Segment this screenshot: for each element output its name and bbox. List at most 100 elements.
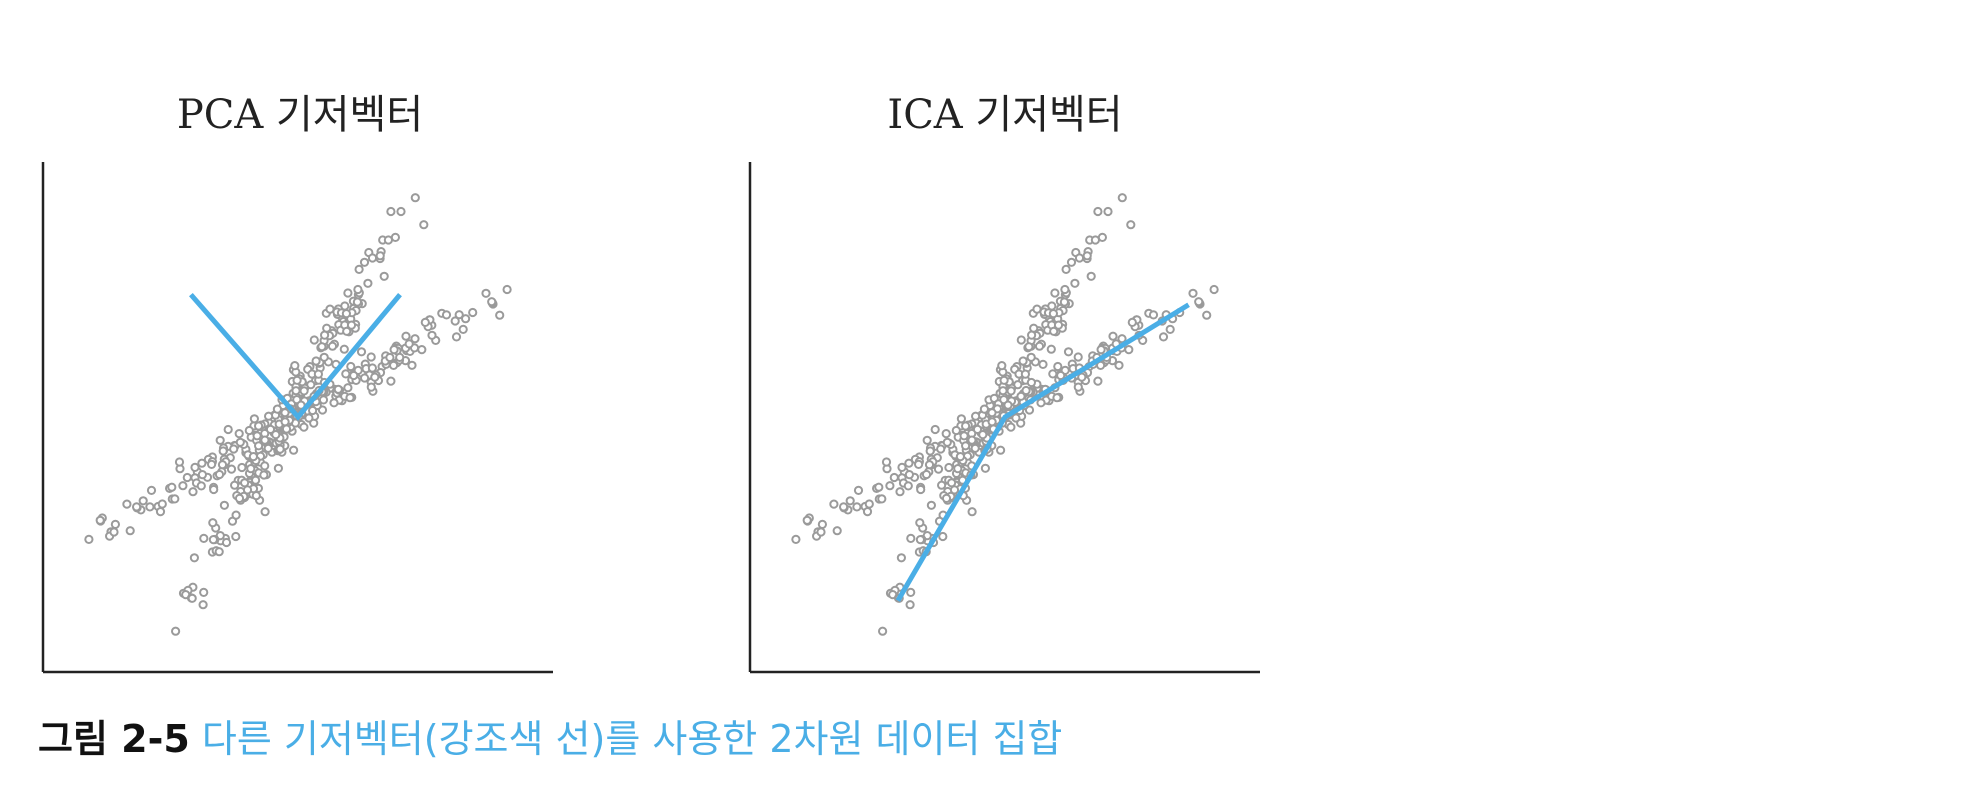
data-point: [852, 502, 862, 512]
data-point: [980, 463, 991, 473]
data-point: [1059, 297, 1070, 307]
data-point: [260, 435, 270, 445]
data-point: [938, 531, 948, 542]
data-point: [249, 414, 259, 424]
data-point: [1036, 398, 1046, 408]
data-point: [290, 361, 300, 371]
data-point: [1117, 193, 1127, 203]
data-point: [906, 587, 916, 598]
data-point: [263, 443, 273, 453]
data-point: [230, 480, 240, 490]
data-point: [951, 425, 961, 436]
data-point: [182, 472, 192, 483]
data-point: [299, 386, 309, 396]
data-point: [389, 360, 399, 370]
data-point: [941, 493, 952, 503]
data-point: [246, 464, 256, 474]
data-point: [1074, 253, 1085, 263]
data-point: [998, 386, 1008, 396]
data-point: [949, 485, 960, 495]
pca-title: PCA 기저벡터: [177, 92, 423, 138]
pca-points: [84, 193, 512, 636]
data-point: [410, 334, 420, 344]
data-point: [367, 363, 377, 373]
data-point: [906, 533, 916, 544]
data-point: [961, 421, 971, 431]
data-point: [1029, 323, 1039, 333]
data-point: [896, 553, 907, 563]
data-point: [1093, 206, 1103, 217]
data-point: [313, 369, 323, 379]
data-point: [1053, 361, 1063, 372]
data-point: [226, 464, 237, 474]
ica-basis-vectors: [895, 302, 1190, 602]
data-point: [1048, 369, 1058, 379]
data-point: [395, 352, 405, 362]
data-point: [1073, 382, 1083, 392]
data-point: [401, 331, 411, 341]
data-point: [885, 481, 895, 491]
data-point: [1117, 334, 1127, 344]
data-point: [299, 422, 309, 432]
data-point: [926, 500, 937, 510]
data-point: [1052, 393, 1062, 403]
data-point: [921, 469, 932, 480]
data-point: [502, 284, 512, 295]
data-point: [967, 507, 977, 517]
data-point: [839, 502, 849, 512]
data-point: [273, 463, 283, 473]
data-point: [1011, 413, 1021, 423]
data-point: [214, 469, 225, 480]
data-point: [317, 342, 327, 352]
data-point: [1006, 386, 1016, 396]
data-point: [383, 235, 393, 245]
data-point: [252, 431, 262, 441]
data-point: [370, 372, 380, 382]
data-point: [199, 587, 209, 598]
data-point: [199, 533, 209, 544]
data-point: [174, 457, 185, 467]
data-point: [280, 408, 290, 418]
data-point: [343, 383, 353, 393]
data-point: [481, 288, 491, 298]
data-point: [1024, 342, 1034, 352]
data-point: [924, 460, 935, 470]
data-point: [417, 345, 427, 355]
data-point: [319, 352, 329, 362]
data-point: [410, 193, 420, 203]
data-point: [346, 361, 356, 372]
data-point: [327, 341, 338, 351]
data-point: [461, 314, 471, 324]
data-point: [1018, 356, 1028, 366]
data-point: [265, 424, 276, 434]
figure: PCA 기저벡터 ICA 기저벡터: [41, 92, 1260, 674]
data-point: [978, 430, 988, 440]
data-point: [296, 400, 306, 410]
data-point: [881, 457, 892, 467]
data-point: [214, 547, 224, 557]
data-point: [264, 411, 274, 421]
data-point: [342, 326, 352, 336]
data-point: [1061, 264, 1071, 274]
data-point: [379, 271, 389, 281]
data-point: [341, 309, 351, 319]
data-point: [944, 462, 954, 473]
data-point: [1077, 372, 1087, 382]
data-point: [254, 421, 264, 431]
data-point: [356, 347, 367, 357]
data-point: [386, 206, 396, 217]
data-point: [218, 446, 228, 456]
figure-caption: 그림 2-5 다른 기저벡터(강조색 선)를 사용한 2차원 데이터 집합: [38, 708, 1062, 763]
data-point: [996, 445, 1006, 455]
data-point: [1096, 360, 1106, 370]
data-point: [458, 324, 468, 334]
data-point: [915, 518, 925, 528]
data-point: [385, 352, 395, 363]
data-point: [427, 330, 437, 340]
data-point: [1127, 317, 1137, 327]
data-point: [1003, 400, 1013, 410]
data-point: [125, 526, 135, 536]
data-point: [197, 458, 207, 468]
pca-panel: PCA 기저벡터: [41, 92, 553, 674]
data-point: [188, 487, 198, 497]
